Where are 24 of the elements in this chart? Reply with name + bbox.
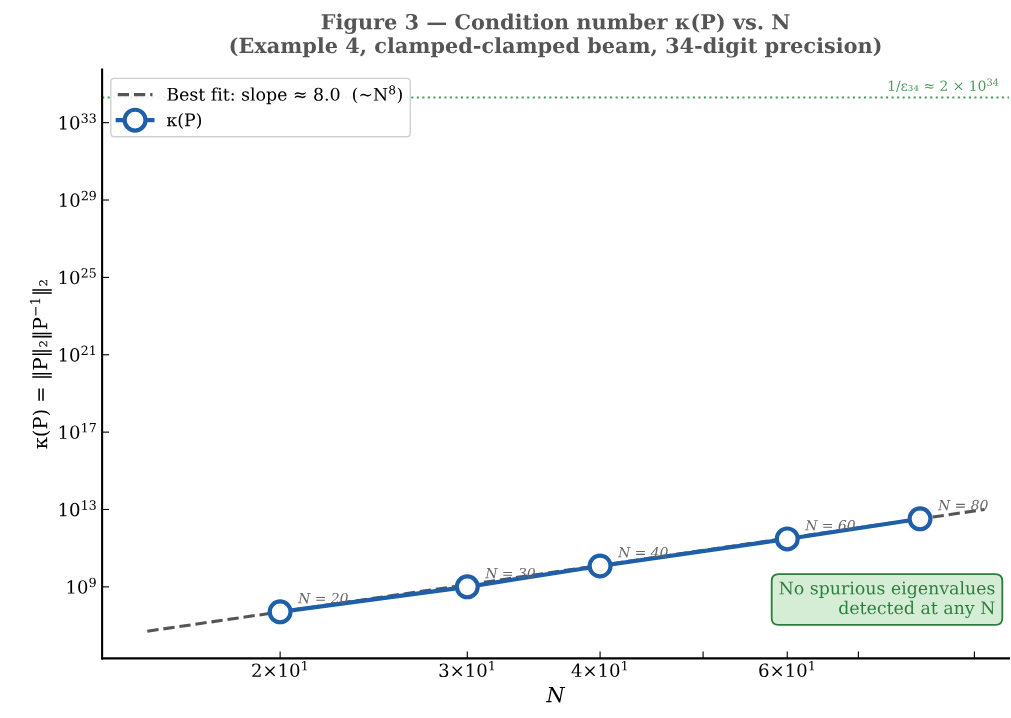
point xyxy=(587,553,613,579)
point xyxy=(267,599,293,625)
x-tick-label: 6×10$^{1}$ xyxy=(759,660,815,678)
annotation: No spurious eigenvalues detected at any N xyxy=(779,581,995,618)
legend-label: Best fit: slope ≈ 8.0 (∼N$^{8}$) xyxy=(167,85,402,105)
y-tick-label: 10$^{17}$ xyxy=(59,422,96,440)
y-axis-title: κ(P) = ‖P‖₂‖P$^{−1}$‖₂ xyxy=(30,280,52,449)
ref-line-label: 1/ε₃₄ ≈ 2 × 10$^{34}$ xyxy=(888,78,999,93)
chart-title: Figure 3 — Condition number κ(P) vs. N (Example 4, clamped-clamped beam, 34-digit precision) xyxy=(230,13,881,58)
y-tick-label: 10$^{13}$ xyxy=(59,500,96,517)
y-tick-label: 10$^{9}$ xyxy=(67,577,96,594)
legend-label: κ(P) xyxy=(166,113,202,129)
point xyxy=(907,506,933,532)
x-tick-label: 3×10$^{1}$ xyxy=(439,660,495,678)
x-tick-label: 2×10$^{1}$ xyxy=(252,660,307,678)
x-axis-title: N xyxy=(546,686,566,703)
y-tick-label: 10$^{29}$ xyxy=(59,190,96,208)
y-tick-label: 10$^{33}$ xyxy=(59,113,96,130)
y-tick-label: 10$^{21}$ xyxy=(59,345,95,362)
x-tick-label: 4×10$^{1}$ xyxy=(571,660,627,678)
annotation: N = 20 xyxy=(297,592,348,604)
annotation: N = 40 xyxy=(617,547,668,558)
annotation: N = 80 xyxy=(937,499,988,511)
y-tick-label: 10$^{25}$ xyxy=(59,268,96,285)
